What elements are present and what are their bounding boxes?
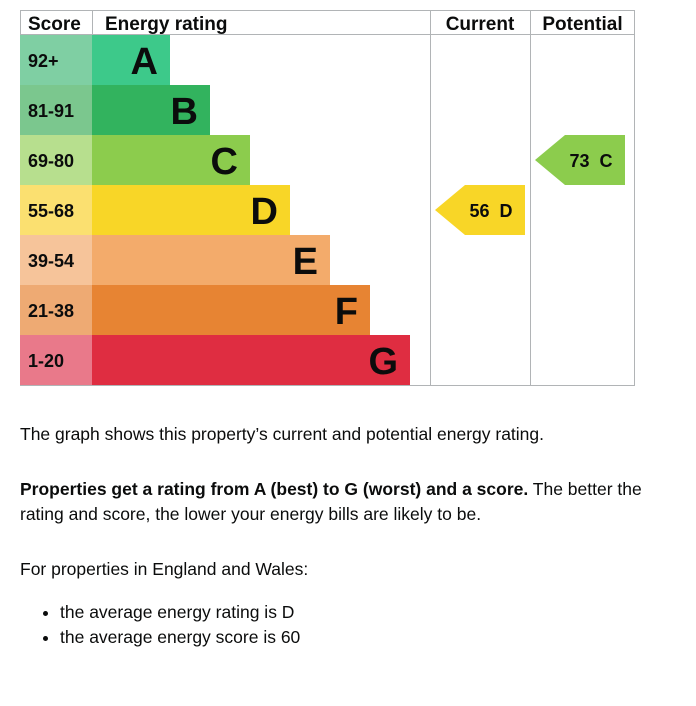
score-range-label: 81-91 — [28, 101, 74, 121]
score-range-label: 55-68 — [28, 201, 74, 221]
score-range-label: 39-54 — [28, 251, 74, 271]
rating-bar — [92, 235, 330, 285]
header-score: Score — [28, 14, 81, 35]
rating-letter: D — [251, 191, 278, 233]
score-cell — [20, 85, 92, 135]
explanation-text: The graph shows this property’s current … — [20, 422, 680, 650]
chart-grid — [20, 10, 635, 386]
header-energy-rating: Energy rating — [105, 14, 227, 35]
potential-rating-indicator: 73 C — [535, 135, 625, 185]
list-item: the average energy score is 60 — [60, 625, 680, 650]
rating-bands: 92+ A 81-91 B 69-80 C 55-68 D 39-54 E 21-38 F 1-20 G — [20, 35, 410, 385]
indicator-label: 56 D — [469, 201, 512, 221]
score-range-label: 1-20 — [28, 351, 64, 371]
header-potential: Potential — [542, 14, 622, 35]
rating-bar — [92, 35, 170, 85]
rating-bar — [92, 185, 290, 235]
score-range-label: 92+ — [28, 51, 59, 71]
band-g: 1-20 G — [20, 335, 410, 385]
list-item: the average energy rating is D — [60, 600, 680, 625]
score-cell — [20, 235, 92, 285]
score-cell — [20, 135, 92, 185]
score-cell — [20, 285, 92, 335]
rating-letter: B — [171, 91, 198, 133]
region-intro: For properties in England and Wales: — [20, 559, 309, 579]
header-current: Current — [446, 14, 515, 35]
indicator-arrow — [535, 135, 625, 185]
band-f: 21-38 F — [20, 285, 370, 335]
score-cell — [20, 185, 92, 235]
rating-letter: F — [335, 291, 358, 333]
indicator-arrow — [435, 185, 525, 235]
indicator-label: 73 C — [569, 151, 612, 171]
current-rating-indicator: 56 D — [435, 185, 525, 235]
rating-bar — [92, 85, 210, 135]
rating-bar — [92, 285, 370, 335]
score-range-label: 21-38 — [28, 301, 74, 321]
rating-bold-text: Properties get a rating from A (best) to… — [20, 479, 529, 499]
rating-letter: G — [368, 341, 398, 383]
score-cell — [20, 335, 92, 385]
band-e: 39-54 E — [20, 235, 330, 285]
rating-letter: C — [211, 141, 238, 183]
average-list: the average energy rating is D the avera… — [20, 600, 680, 650]
band-d: 55-68 D — [20, 185, 290, 235]
intro-paragraph: The graph shows this property’s current … — [20, 424, 545, 444]
rating-letter: A — [131, 41, 158, 83]
epc-chart: Score Energy rating Current Potential 92… — [20, 10, 635, 386]
rating-indicators: 56 D 73 C — [435, 135, 625, 235]
band-c: 69-80 C — [20, 135, 250, 185]
rating-rest-text: The better the rating and score, the low… — [20, 479, 642, 524]
rating-paragraph: Properties get a rating from A (best) to… — [20, 477, 680, 527]
rating-letter: E — [293, 241, 318, 283]
score-cell — [20, 35, 92, 85]
score-range-label: 69-80 — [28, 151, 74, 171]
band-a: 92+ A — [20, 35, 170, 85]
rating-bar — [92, 335, 410, 385]
rating-bar — [92, 135, 250, 185]
band-b: 81-91 B — [20, 85, 210, 135]
